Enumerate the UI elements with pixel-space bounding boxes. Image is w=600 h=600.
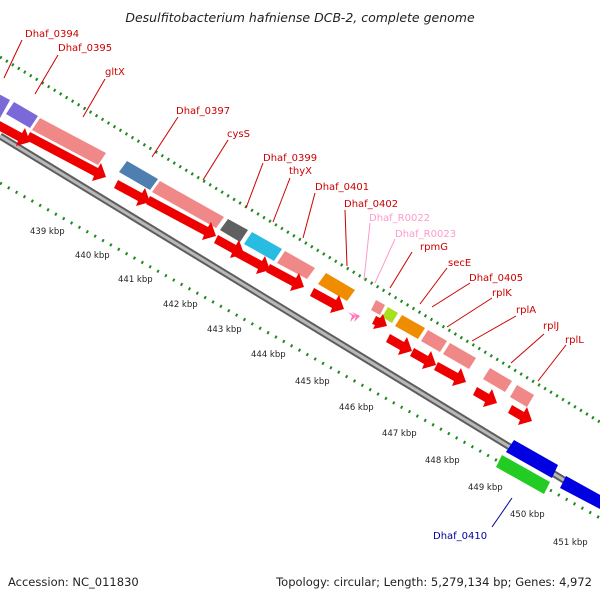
gene-label-thyx: thyX bbox=[289, 166, 312, 177]
gene-block-dhaf-0397 bbox=[119, 161, 158, 190]
gene-label-rpll: rplL bbox=[565, 335, 584, 346]
gene-block-sece bbox=[395, 315, 425, 339]
feature-arrows-bottom bbox=[0, 121, 532, 425]
tick-labels: 439 kbp 440 kbp 441 kbp 442 kbp 443 kbp … bbox=[30, 227, 588, 548]
tick-label-445: 445 kbp bbox=[295, 377, 330, 387]
gene-block-gltx bbox=[32, 118, 106, 165]
gene-label-dhaf-0410: Dhaf_0410 bbox=[433, 531, 487, 542]
gene-labels: Dhaf_0394 Dhaf_0395 gltX Dhaf_0397 cysS … bbox=[25, 29, 584, 542]
gene-label-dhaf-0394: Dhaf_0394 bbox=[25, 29, 79, 40]
gene-label-dhaf-0395: Dhaf_0395 bbox=[58, 43, 112, 54]
gene-label-gltx: gltX bbox=[105, 67, 125, 78]
gene-label-rpla: rplA bbox=[516, 305, 536, 316]
gene-label-dhaf-0402: Dhaf_0402 bbox=[344, 199, 398, 210]
label-leaders-blue bbox=[491, 497, 513, 528]
gene-arrow-rplk bbox=[434, 362, 466, 386]
gene-arrow-thyx bbox=[234, 248, 270, 274]
gene-block-rna-1 bbox=[371, 300, 385, 315]
gene-label-dhaf-0399: Dhaf_0399 bbox=[263, 153, 317, 164]
rna-marker-2 bbox=[352, 312, 360, 322]
gene-arrow-sece bbox=[386, 334, 412, 355]
tick-label-450: 450 kbp bbox=[510, 510, 545, 520]
gene-label-rplk: rplK bbox=[492, 288, 512, 299]
gene-arrow-dhaf-0402 bbox=[310, 288, 344, 313]
tick-label-442: 442 kbp bbox=[163, 300, 198, 310]
gene-label-dhaf-r0022: Dhaf_R0022 bbox=[369, 213, 430, 224]
gene-label-dhaf-0405: Dhaf_0405 bbox=[469, 273, 523, 284]
tick-label-448: 448 kbp bbox=[425, 456, 460, 466]
gene-block-rplk bbox=[443, 343, 476, 369]
gene-block-blue-1 bbox=[506, 440, 558, 478]
gene-block-dhaf-0399 bbox=[220, 219, 248, 242]
gene-label-cyss: cysS bbox=[227, 129, 250, 140]
gene-block-rpmg bbox=[382, 307, 398, 323]
gene-label-dhaf-r0023: Dhaf_R0023 bbox=[395, 229, 456, 240]
gene-block-dhaf-0405 bbox=[421, 330, 447, 352]
gene-block-thyx bbox=[244, 232, 282, 261]
gene-arrow-rplj bbox=[508, 405, 532, 425]
genome-backbone bbox=[0, 133, 600, 505]
map-title: Desulfitobacterium hafniense DCB-2, comp… bbox=[125, 10, 475, 25]
gene-arrow-cyss bbox=[146, 196, 216, 240]
gene-label-sece: secE bbox=[448, 258, 471, 269]
tick-label-447: 447 kbp bbox=[382, 429, 417, 439]
gene-block-rpla bbox=[483, 368, 512, 392]
gene-block-cyss bbox=[152, 181, 224, 228]
gene-arrow-dhaf-0401 bbox=[266, 264, 304, 291]
gene-label-rplj: rplJ bbox=[543, 321, 559, 332]
accession-text: Accession: NC_011830 bbox=[8, 575, 139, 589]
gene-label-dhaf-0401: Dhaf_0401 bbox=[315, 182, 369, 193]
gene-block-dhaf-0401 bbox=[277, 251, 315, 279]
tick-label-441: 441 kbp bbox=[118, 275, 153, 285]
outer-tick-track bbox=[0, 55, 600, 424]
label-leaders bbox=[3, 39, 567, 382]
gene-arrow-dhaf-0405 bbox=[410, 348, 436, 369]
gene-block-dhaf-0410 bbox=[496, 455, 550, 494]
feature-lower-right bbox=[496, 440, 600, 509]
rna-markers bbox=[348, 312, 360, 322]
gene-label-rpmg: rpmG bbox=[420, 242, 448, 253]
gene-block-dhaf-0402 bbox=[318, 273, 355, 301]
gene-arrow-1 bbox=[0, 121, 30, 146]
rna-marker-1 bbox=[348, 312, 356, 322]
gene-block-dhaf-0394 bbox=[0, 94, 10, 118]
label-leaders-rna bbox=[363, 222, 396, 284]
gene-block-blue-2 bbox=[560, 476, 600, 509]
topology-text: Topology: circular; Length: 5,279,134 bp… bbox=[275, 575, 592, 589]
gene-arrow-gltx bbox=[26, 132, 106, 181]
gene-block-dhaf-0395 bbox=[6, 102, 38, 128]
gene-arrow-dhaf-0397 bbox=[114, 180, 150, 206]
tick-label-440: 440 kbp bbox=[75, 251, 110, 261]
feature-blocks-top bbox=[0, 94, 534, 407]
gene-arrow-rpmg bbox=[372, 314, 387, 329]
tick-label-444: 444 kbp bbox=[251, 350, 286, 360]
tick-label-449: 449 kbp bbox=[468, 483, 503, 493]
inner-tick-track bbox=[0, 181, 600, 520]
gene-arrow-rpla bbox=[473, 387, 497, 407]
tick-label-439: 439 kbp bbox=[30, 227, 65, 237]
gene-block-rplj bbox=[510, 385, 534, 407]
tick-label-446: 446 kbp bbox=[339, 403, 374, 413]
tick-label-443: 443 kbp bbox=[207, 325, 242, 335]
gene-label-dhaf-0397: Dhaf_0397 bbox=[176, 106, 230, 117]
tick-label-451: 451 kbp bbox=[553, 538, 588, 548]
